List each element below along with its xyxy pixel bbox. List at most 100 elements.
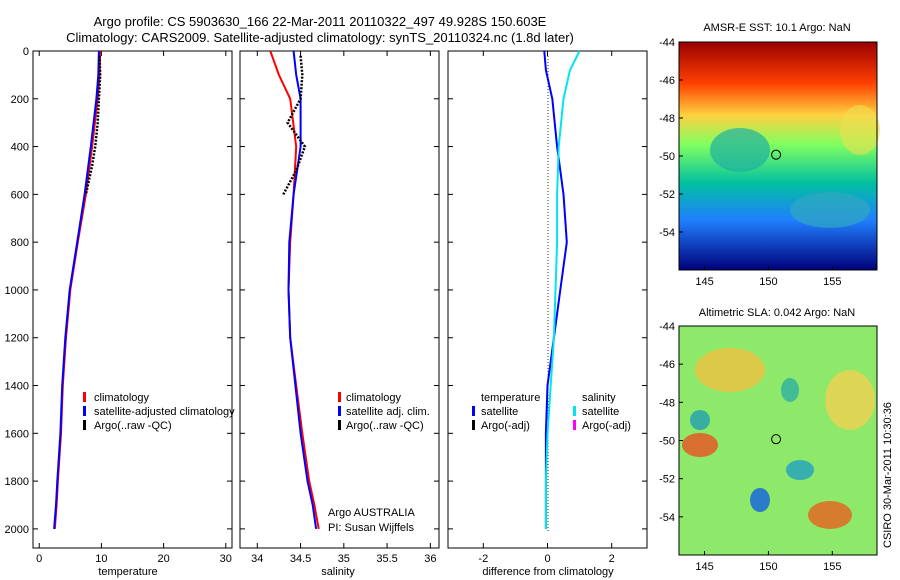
x-tick-label: 34: [251, 553, 263, 565]
y-tick-label: 200: [11, 94, 29, 106]
x-tick-label: -2: [478, 553, 488, 565]
map-y-tick-label: -54: [659, 227, 675, 239]
temperature-xlabel: temperature: [98, 566, 157, 578]
map-x-tick-label: 150: [759, 276, 777, 288]
x-tick-label: 0: [36, 553, 42, 565]
sla-low-patch: [750, 488, 770, 512]
legend-label-satellite-adj: satellite adj. clim.: [346, 406, 430, 418]
legend-swatch-argo: [338, 420, 341, 430]
argo-position-marker: [771, 149, 782, 160]
sst-map-title: AMSR-E SST: 10.1 Argo: NaN: [703, 22, 850, 34]
x-tick-label: 10: [95, 553, 107, 565]
legend-swatch-climatology: [338, 392, 341, 402]
difference-xlabel: difference from climatology: [482, 566, 614, 578]
map-y-tick-label: -46: [659, 75, 675, 87]
y-tick-label: 2000: [5, 524, 29, 536]
map-y-tick-label: -50: [659, 436, 675, 448]
figure-title-line1: Argo profile: CS 5903630_166 22-Mar-2011…: [93, 14, 547, 29]
legend-label-temp-argo: Argo(-adj): [481, 420, 530, 432]
y-tick-label: 400: [11, 142, 29, 154]
salinity-legend: climatology satellite adj. clim. Argo(..…: [338, 392, 430, 432]
figure-title-line2: Climatology: CARS2009. Satellite-adjuste…: [66, 30, 574, 45]
legend-label-temp-satellite: satellite: [481, 406, 518, 418]
sla-map-panel: Altimetric SLA: 0.042 Argo: NaN 145 150 15…: [659, 307, 878, 573]
y-tick-label: 1800: [5, 476, 29, 488]
series-line-2: [282, 55, 307, 195]
salinity-plot-frame: [239, 50, 440, 549]
sla-low-patch: [781, 378, 799, 402]
argo-credit-line2: PI: Susan Wijffels: [328, 522, 414, 534]
temperature-panel: 0 10 20 30 0 200 400 600 800 1000 1200 1400 1600 1800…: [5, 46, 236, 578]
map-y-tick-label: -52: [659, 474, 675, 486]
map-y-tick-label: -50: [659, 151, 675, 163]
map-y-tick-label: -48: [659, 397, 675, 409]
argo-credit-line1: Argo AUSTRALIA: [328, 507, 415, 519]
legend-heading-salinity: salinity: [582, 392, 616, 404]
legend-swatch-satellite-adjusted: [83, 406, 86, 416]
series-line-0: [543, 50, 568, 529]
x-tick-label: 20: [157, 553, 169, 565]
map-y-tick-label: -52: [659, 189, 675, 201]
legend-label-satellite-adjusted: satellite-adjusted climatology: [94, 406, 235, 418]
sst-cold-patch: [710, 128, 770, 172]
map-x-tick-label: 150: [759, 561, 777, 573]
legend-swatch-climatology: [83, 392, 86, 402]
series-line-1: [53, 50, 100, 529]
x-tick-label: 36: [424, 553, 436, 565]
legend-swatch-temp-satellite: [472, 406, 475, 416]
argo-position-marker: [771, 434, 782, 445]
map-x-tick-label: 155: [823, 561, 841, 573]
map-x-tick-label: 145: [695, 561, 713, 573]
y-tick-label: 0: [23, 46, 29, 58]
csiro-timestamp-label: CSIRO 30-Mar-2011 10:30:36: [882, 402, 894, 548]
legend-heading-temperature: temperature: [481, 392, 540, 404]
map-y-tick-label: -46: [659, 359, 675, 371]
sst-map-field: [679, 42, 877, 270]
legend-swatch-satellite-adj: [338, 406, 341, 416]
y-tick-label: 800: [11, 237, 29, 249]
sla-low-patch: [690, 410, 710, 430]
sla-high-patch: [825, 370, 875, 430]
temperature-plot-frame: [32, 50, 233, 549]
sla-high-patch: [682, 433, 718, 457]
salinity-panel: 34 34.5 35 35.5 36 climatology satellite adj…: [239, 50, 440, 578]
legend-swatch-sal-satellite: [573, 406, 576, 416]
x-tick-label: 30: [220, 553, 232, 565]
x-tick-label: 0: [544, 553, 550, 565]
difference-plot-frame: [447, 50, 648, 549]
difference-panel: -2 0 2 temperature satellite Argo(-adj) sa…: [447, 50, 648, 578]
x-tick-label: 34.5: [290, 553, 311, 565]
sst-map-panel: AMSR-E SST: 10.1 Argo: NaN 145 150 155 -44 -…: [659, 22, 880, 288]
legend-label-argo: Argo(..raw -QC): [94, 420, 172, 432]
x-tick-label: 2: [609, 553, 615, 565]
salinity-xlabel: salinity: [321, 566, 355, 578]
sla-map-title: Altimetric SLA: 0.042 Argo: NaN: [699, 307, 856, 319]
sst-warm-patch: [840, 105, 880, 155]
temperature-legend: climatology satellite-adjusted climatolo…: [83, 392, 235, 432]
series-line-2: [84, 55, 102, 195]
sst-cold-patch: [790, 192, 870, 228]
y-tick-label: 1400: [5, 381, 29, 393]
sla-low-patch: [786, 460, 814, 480]
difference-legend: temperature satellite Argo(-adj) salinit…: [472, 392, 631, 432]
x-tick-label: 35.5: [376, 553, 397, 565]
legend-label-sal-satellite: satellite: [582, 406, 619, 418]
legend-label-argo: Argo(..raw -QC): [346, 420, 424, 432]
legend-label-sal-argo: Argo(-adj): [582, 420, 631, 432]
legend-label-climatology: climatology: [346, 392, 402, 404]
map-x-tick-label: 155: [823, 276, 841, 288]
legend-swatch-temp-argo: [472, 420, 475, 430]
legend-swatch-argo: [83, 420, 86, 430]
y-tick-label: 1000: [5, 285, 29, 297]
x-tick-label: 35: [338, 553, 350, 565]
series-line-1: [544, 50, 581, 529]
map-y-tick-label: -44: [659, 37, 675, 49]
map-y-tick-label: -48: [659, 113, 675, 125]
map-x-tick-label: 145: [695, 276, 713, 288]
y-tick-label: 1200: [5, 333, 29, 345]
legend-label-climatology: climatology: [94, 392, 150, 404]
legend-swatch-sal-argo: [573, 420, 576, 430]
sla-high-patch: [695, 348, 765, 392]
map-y-tick-label: -54: [659, 512, 675, 524]
